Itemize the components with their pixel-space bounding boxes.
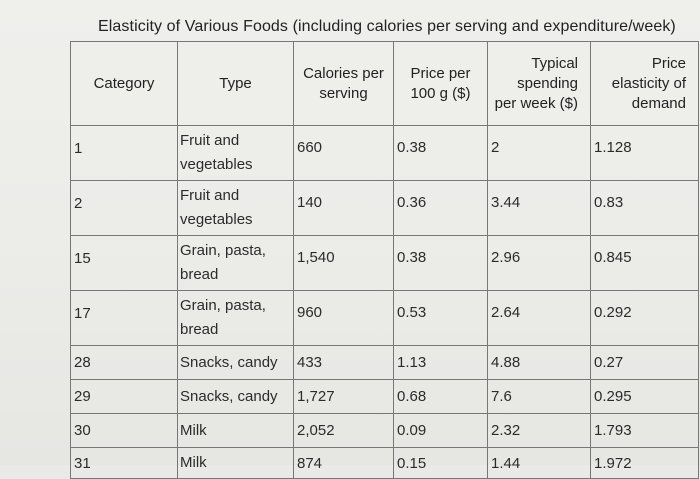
table-row: 31 Milk 874 0.15 1.44 1.972 <box>70 447 699 479</box>
cell-type: Snacks, candy <box>177 379 294 414</box>
cell-price: 0.38 <box>393 125 488 181</box>
header-elasticity: Price elasticity of demand <box>590 41 699 126</box>
cell-price: 0.53 <box>393 290 488 346</box>
header-price: Price per 100 g ($) <box>393 41 488 126</box>
cell-calories: 1,727 <box>293 379 394 414</box>
cell-spending: 2.32 <box>487 413 591 448</box>
cell-price: 0.09 <box>393 413 488 448</box>
cell-elasticity: 1.793 <box>590 413 699 448</box>
cell-elasticity: 0.295 <box>590 379 699 414</box>
cell-spending: 7.6 <box>487 379 591 414</box>
cell-type: Fruit and vegetables <box>177 180 294 236</box>
table-row: 30 Milk 2,052 0.09 2.32 1.793 <box>70 413 699 448</box>
cell-calories: 433 <box>293 345 394 380</box>
table-row: 28 Snacks, candy 433 1.13 4.88 0.27 <box>70 345 699 380</box>
cell-type: Milk <box>177 413 294 448</box>
cell-calories: 874 <box>293 447 394 479</box>
header-type: Type <box>177 41 294 126</box>
header-category: Category <box>70 41 178 126</box>
cell-calories: 140 <box>293 180 394 236</box>
header-spending: Typical spending per week ($) <box>487 41 591 126</box>
cell-price: 0.36 <box>393 180 488 236</box>
cell-price: 0.15 <box>393 447 488 479</box>
cell-spending: 2 <box>487 125 591 181</box>
cell-elasticity: 0.292 <box>590 290 699 346</box>
cell-spending: 3.44 <box>487 180 591 236</box>
cell-category: 28 <box>70 345 178 380</box>
table-row: 29 Snacks, candy 1,727 0.68 7.6 0.295 <box>70 379 699 414</box>
cell-elasticity: 0.845 <box>590 235 699 291</box>
cell-category: 31 <box>70 447 178 479</box>
cell-category: 2 <box>70 180 178 236</box>
cell-calories: 660 <box>293 125 394 181</box>
table-row: 1 Fruit and vegetables 660 0.38 2 1.128 <box>70 125 699 181</box>
elasticity-table: Category Type Calories per serving Price… <box>70 41 699 479</box>
cell-spending: 4.88 <box>487 345 591 380</box>
cell-type: Grain, pasta, bread <box>177 290 294 346</box>
cell-calories: 1,540 <box>293 235 394 291</box>
table-header-row: Category Type Calories per serving Price… <box>70 41 699 126</box>
cell-price: 0.38 <box>393 235 488 291</box>
cell-price: 1.13 <box>393 345 488 380</box>
table-row: 2 Fruit and vegetables 140 0.36 3.44 0.8… <box>70 180 699 236</box>
cell-type: Milk <box>177 447 294 479</box>
cell-spending: 2.64 <box>487 290 591 346</box>
cell-price: 0.68 <box>393 379 488 414</box>
cell-type: Snacks, candy <box>177 345 294 380</box>
cell-calories: 2,052 <box>293 413 394 448</box>
cell-elasticity: 0.83 <box>590 180 699 236</box>
cell-category: 30 <box>70 413 178 448</box>
table-row: 15 Grain, pasta, bread 1,540 0.38 2.96 0… <box>70 235 699 291</box>
cell-calories: 960 <box>293 290 394 346</box>
header-calories: Calories per serving <box>293 41 394 126</box>
cell-spending: 2.96 <box>487 235 591 291</box>
cell-elasticity: 1.128 <box>590 125 699 181</box>
cell-elasticity: 0.27 <box>590 345 699 380</box>
cell-type: Grain, pasta, bread <box>177 235 294 291</box>
cell-category: 15 <box>70 235 178 291</box>
table-row: 17 Grain, pasta, bread 960 0.53 2.64 0.2… <box>70 290 699 346</box>
cell-type: Fruit and vegetables <box>177 125 294 181</box>
cell-category: 1 <box>70 125 178 181</box>
table-title: Elasticity of Various Foods (including c… <box>98 18 676 35</box>
cell-elasticity: 1.972 <box>590 447 699 479</box>
cell-category: 17 <box>70 290 178 346</box>
cell-category: 29 <box>70 379 178 414</box>
cell-spending: 1.44 <box>487 447 591 479</box>
